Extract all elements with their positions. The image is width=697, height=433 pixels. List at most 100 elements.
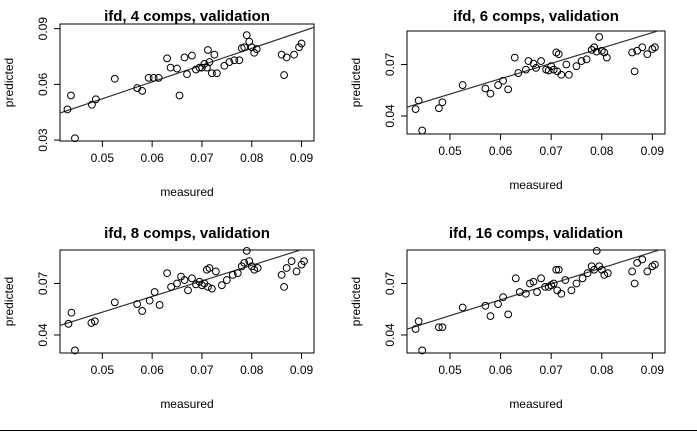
x-tick-label: 0.07 [539, 144, 563, 158]
data-point [597, 46, 606, 55]
fit-line [60, 250, 303, 326]
x-tick-label: 0.06 [140, 151, 164, 165]
data-point [166, 63, 175, 72]
x-tick-label: 0.05 [438, 144, 462, 158]
y-tick-label: 0.04 [383, 104, 397, 128]
data-point [547, 281, 556, 290]
data-point [297, 39, 306, 48]
data-point [138, 86, 147, 95]
data-point [300, 257, 308, 266]
data-point [212, 69, 221, 78]
x-axis-label: measured [160, 397, 213, 411]
data-point [64, 319, 73, 328]
fit-line [60, 26, 314, 114]
data-point [414, 96, 423, 105]
x-tick-label: 0.09 [290, 363, 314, 377]
data-point [90, 317, 99, 326]
data-point [208, 284, 216, 293]
data-point [150, 288, 159, 296]
data-point [71, 134, 79, 143]
data-point [173, 279, 181, 288]
data-point [133, 300, 142, 308]
data-point [643, 267, 652, 276]
data-point [208, 69, 216, 78]
data-point [240, 43, 249, 52]
data-point [434, 323, 443, 332]
data-point [414, 317, 423, 326]
data-point [87, 100, 96, 109]
x-tick-label: 0.09 [641, 363, 665, 377]
data-point [521, 65, 530, 74]
data-point [514, 69, 523, 77]
data-point [195, 63, 204, 72]
data-point [438, 323, 447, 332]
data-point [418, 346, 427, 355]
x-tick-label: 0.08 [240, 151, 264, 165]
data-point [220, 61, 229, 70]
x-tick-label: 0.07 [539, 363, 563, 377]
data-point [537, 274, 545, 283]
x-tick-label: 0.06 [140, 363, 164, 377]
data-point [438, 98, 447, 107]
panel-2: ifd, 6 comps, validation 0.05 0.06 0.07 0.08… [349, 8, 666, 192]
data-point [592, 246, 601, 255]
bottom-divider [0, 430, 697, 431]
data-point [63, 105, 72, 114]
data-point [552, 48, 561, 57]
data-point [643, 50, 652, 59]
data-point [434, 104, 443, 113]
y-tick-label: 0.07 [383, 271, 397, 295]
data-point [138, 307, 147, 315]
data-point [481, 84, 490, 93]
data-point [521, 289, 530, 298]
data-point [149, 73, 158, 82]
data-point [554, 265, 563, 274]
x-tick-label: 0.05 [438, 363, 462, 377]
plot-frame [406, 249, 666, 354]
data-point [235, 56, 244, 65]
data-point [587, 45, 596, 54]
data-point [552, 265, 561, 274]
data-point [557, 289, 566, 298]
data-point [411, 325, 420, 333]
data-point [67, 91, 75, 100]
data-point [650, 43, 659, 52]
data-point [494, 300, 502, 308]
data-point [562, 60, 571, 69]
data-point [510, 53, 519, 62]
data-point [245, 257, 254, 266]
y-tick-label: 0.04 [36, 323, 50, 347]
y-tick-label: 0.07 [383, 52, 397, 76]
data-point [561, 276, 570, 284]
data-point [572, 62, 581, 71]
data-point [204, 46, 212, 54]
data-point [145, 296, 154, 305]
data-point [600, 270, 609, 279]
data-point [633, 258, 642, 267]
x-axis-label: measured [509, 178, 562, 192]
data-point [557, 70, 566, 79]
data-point [91, 95, 100, 104]
data-point [154, 73, 163, 82]
chart-title: ifd, 16 comps, validation [449, 225, 623, 242]
data-point [225, 58, 234, 66]
data-point [277, 270, 286, 279]
x-tick-label: 0.06 [489, 363, 513, 377]
data-point [494, 81, 502, 89]
data-point [486, 89, 495, 98]
y-axis-label: predicted [349, 58, 363, 107]
data-point [163, 54, 171, 63]
data-point [486, 312, 495, 320]
data-point [511, 274, 520, 283]
x-tick-label: 0.05 [91, 363, 115, 377]
data-point [110, 74, 119, 83]
data-point [67, 308, 76, 317]
data-point [411, 105, 420, 114]
y-tick-label: 0.07 [36, 271, 50, 295]
data-point [590, 43, 599, 52]
x-tick-label: 0.09 [641, 144, 665, 158]
data-point [188, 51, 196, 60]
data-point [242, 246, 251, 255]
data-point [648, 262, 657, 271]
